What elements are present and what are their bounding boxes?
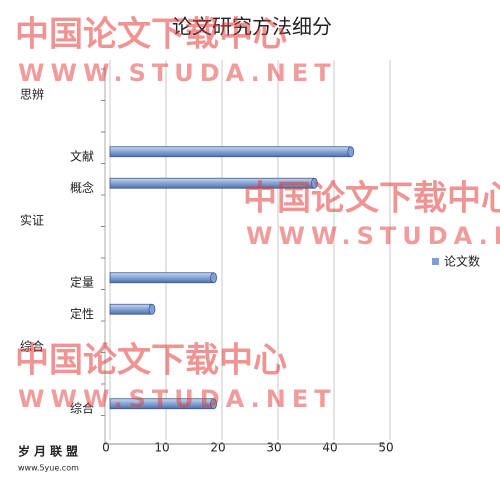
bar-cap — [210, 398, 218, 410]
bar-cap — [148, 303, 156, 315]
bar — [109, 398, 218, 410]
footer-brand: 岁月联盟 — [18, 444, 82, 459]
x-tick-label: 20 — [210, 441, 225, 455]
y-tick-label: 文献 — [70, 148, 94, 163]
bar-body — [109, 303, 153, 315]
x-tick-label: 10 — [154, 441, 169, 455]
bar — [109, 177, 318, 189]
x-tick-label: 0 — [102, 441, 110, 455]
y-tick-label: 概念 — [70, 180, 94, 195]
bar-cap — [347, 146, 355, 158]
chart-title: 论文研究方法细分 — [172, 15, 332, 39]
bar-cap — [310, 177, 318, 189]
watermarks: 中国论文下载中心 WWW.STUDA.NET 中国论文下载中心 WWW.STUD… — [15, 15, 500, 414]
footer-url: www.5yue.com — [18, 464, 79, 473]
watermark: 中国论文下载中心 — [15, 15, 287, 55]
y-tick-label: 综合 — [70, 400, 94, 415]
legend-swatch — [432, 258, 439, 265]
watermark: WWW.STUDA.NET — [18, 59, 337, 87]
y-tick-label: 定性 — [70, 306, 94, 321]
bar-cap — [210, 272, 218, 284]
x-tick-label: 40 — [322, 441, 337, 455]
watermark: WWW.STUDA.NET — [18, 385, 337, 413]
y-tick-label: 定量 — [70, 274, 94, 289]
y-tick-label: 综合 — [20, 338, 44, 353]
bar-body — [109, 146, 352, 158]
bar — [109, 146, 355, 158]
x-tick-label: 50 — [378, 441, 393, 455]
watermark: 中国论文下载中心 — [15, 341, 287, 381]
bar-body — [109, 272, 214, 284]
x-tick-label: 30 — [266, 441, 281, 455]
y-tick-label: 思辨 — [20, 87, 44, 101]
legend: 论文数 — [432, 254, 480, 269]
watermark: 中国论文下载中心 — [243, 179, 500, 219]
bar — [109, 272, 218, 284]
legend-label: 论文数 — [444, 254, 480, 269]
watermark: WWW.STUDA.NET — [246, 222, 500, 250]
y-tick-label: 实证 — [20, 212, 44, 227]
bar — [109, 303, 156, 315]
